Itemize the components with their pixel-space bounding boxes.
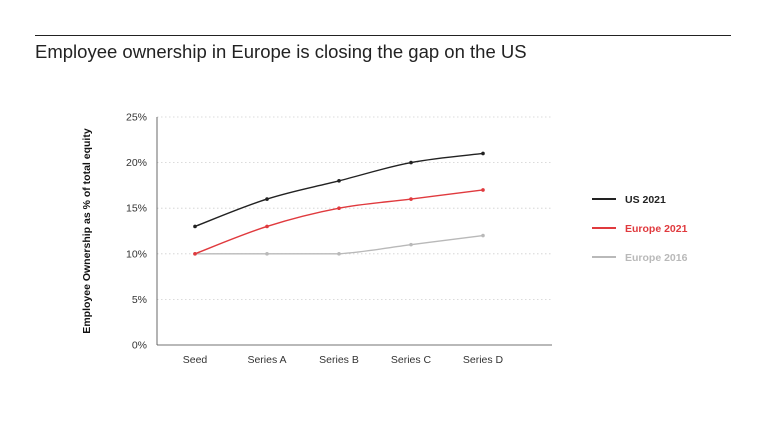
- series-line: [194, 152, 484, 228]
- data-point: [409, 242, 413, 247]
- data-point: [481, 151, 485, 156]
- data-point: [265, 197, 269, 201]
- series-line: [194, 189, 484, 255]
- data-point: [265, 224, 269, 229]
- legend: US 2021 Europe 2021 Europe 2016: [592, 194, 688, 264]
- data-point: [337, 206, 341, 210]
- x-tick-label: Series D: [463, 354, 504, 366]
- chart-title: Employee ownership in Europe is closing …: [35, 41, 527, 62]
- legend-label: Europe 2016: [625, 252, 688, 264]
- x-tick-label: Seed: [183, 354, 208, 366]
- data-point: [409, 197, 413, 201]
- data-point: [265, 252, 269, 256]
- data-point: [481, 188, 485, 192]
- data-point: [193, 252, 197, 256]
- x-tick-label: Series A: [247, 354, 286, 366]
- y-tick-labels: 0% 5% 10% 15% 20% 25%: [126, 112, 147, 352]
- x-tick-label: Series C: [391, 354, 432, 366]
- data-point: [337, 252, 341, 256]
- x-tick-label: Series B: [319, 354, 359, 366]
- y-tick-label: 0%: [132, 340, 147, 352]
- data-point: [409, 160, 413, 165]
- y-tick-label: 20%: [126, 157, 147, 169]
- y-tick-label: 15%: [126, 203, 147, 215]
- y-tick-label: 5%: [132, 294, 147, 306]
- title-rule: [35, 35, 731, 36]
- legend-label: US 2021: [625, 194, 666, 206]
- data-point: [481, 233, 485, 238]
- legend-label: Europe 2021: [625, 223, 688, 235]
- y-tick-label: 10%: [126, 248, 147, 260]
- series-line: [194, 234, 484, 255]
- series-lines: [193, 151, 485, 256]
- data-point: [337, 179, 341, 183]
- data-point: [193, 224, 197, 229]
- y-tick-label: 25%: [126, 112, 147, 124]
- axes: [156, 117, 552, 346]
- grid-lines: [157, 116, 552, 300]
- y-axis-label: Employee Ownership as % of total equity: [81, 128, 93, 334]
- x-tick-labels: Seed Series A Series B Series C Series D: [183, 354, 504, 366]
